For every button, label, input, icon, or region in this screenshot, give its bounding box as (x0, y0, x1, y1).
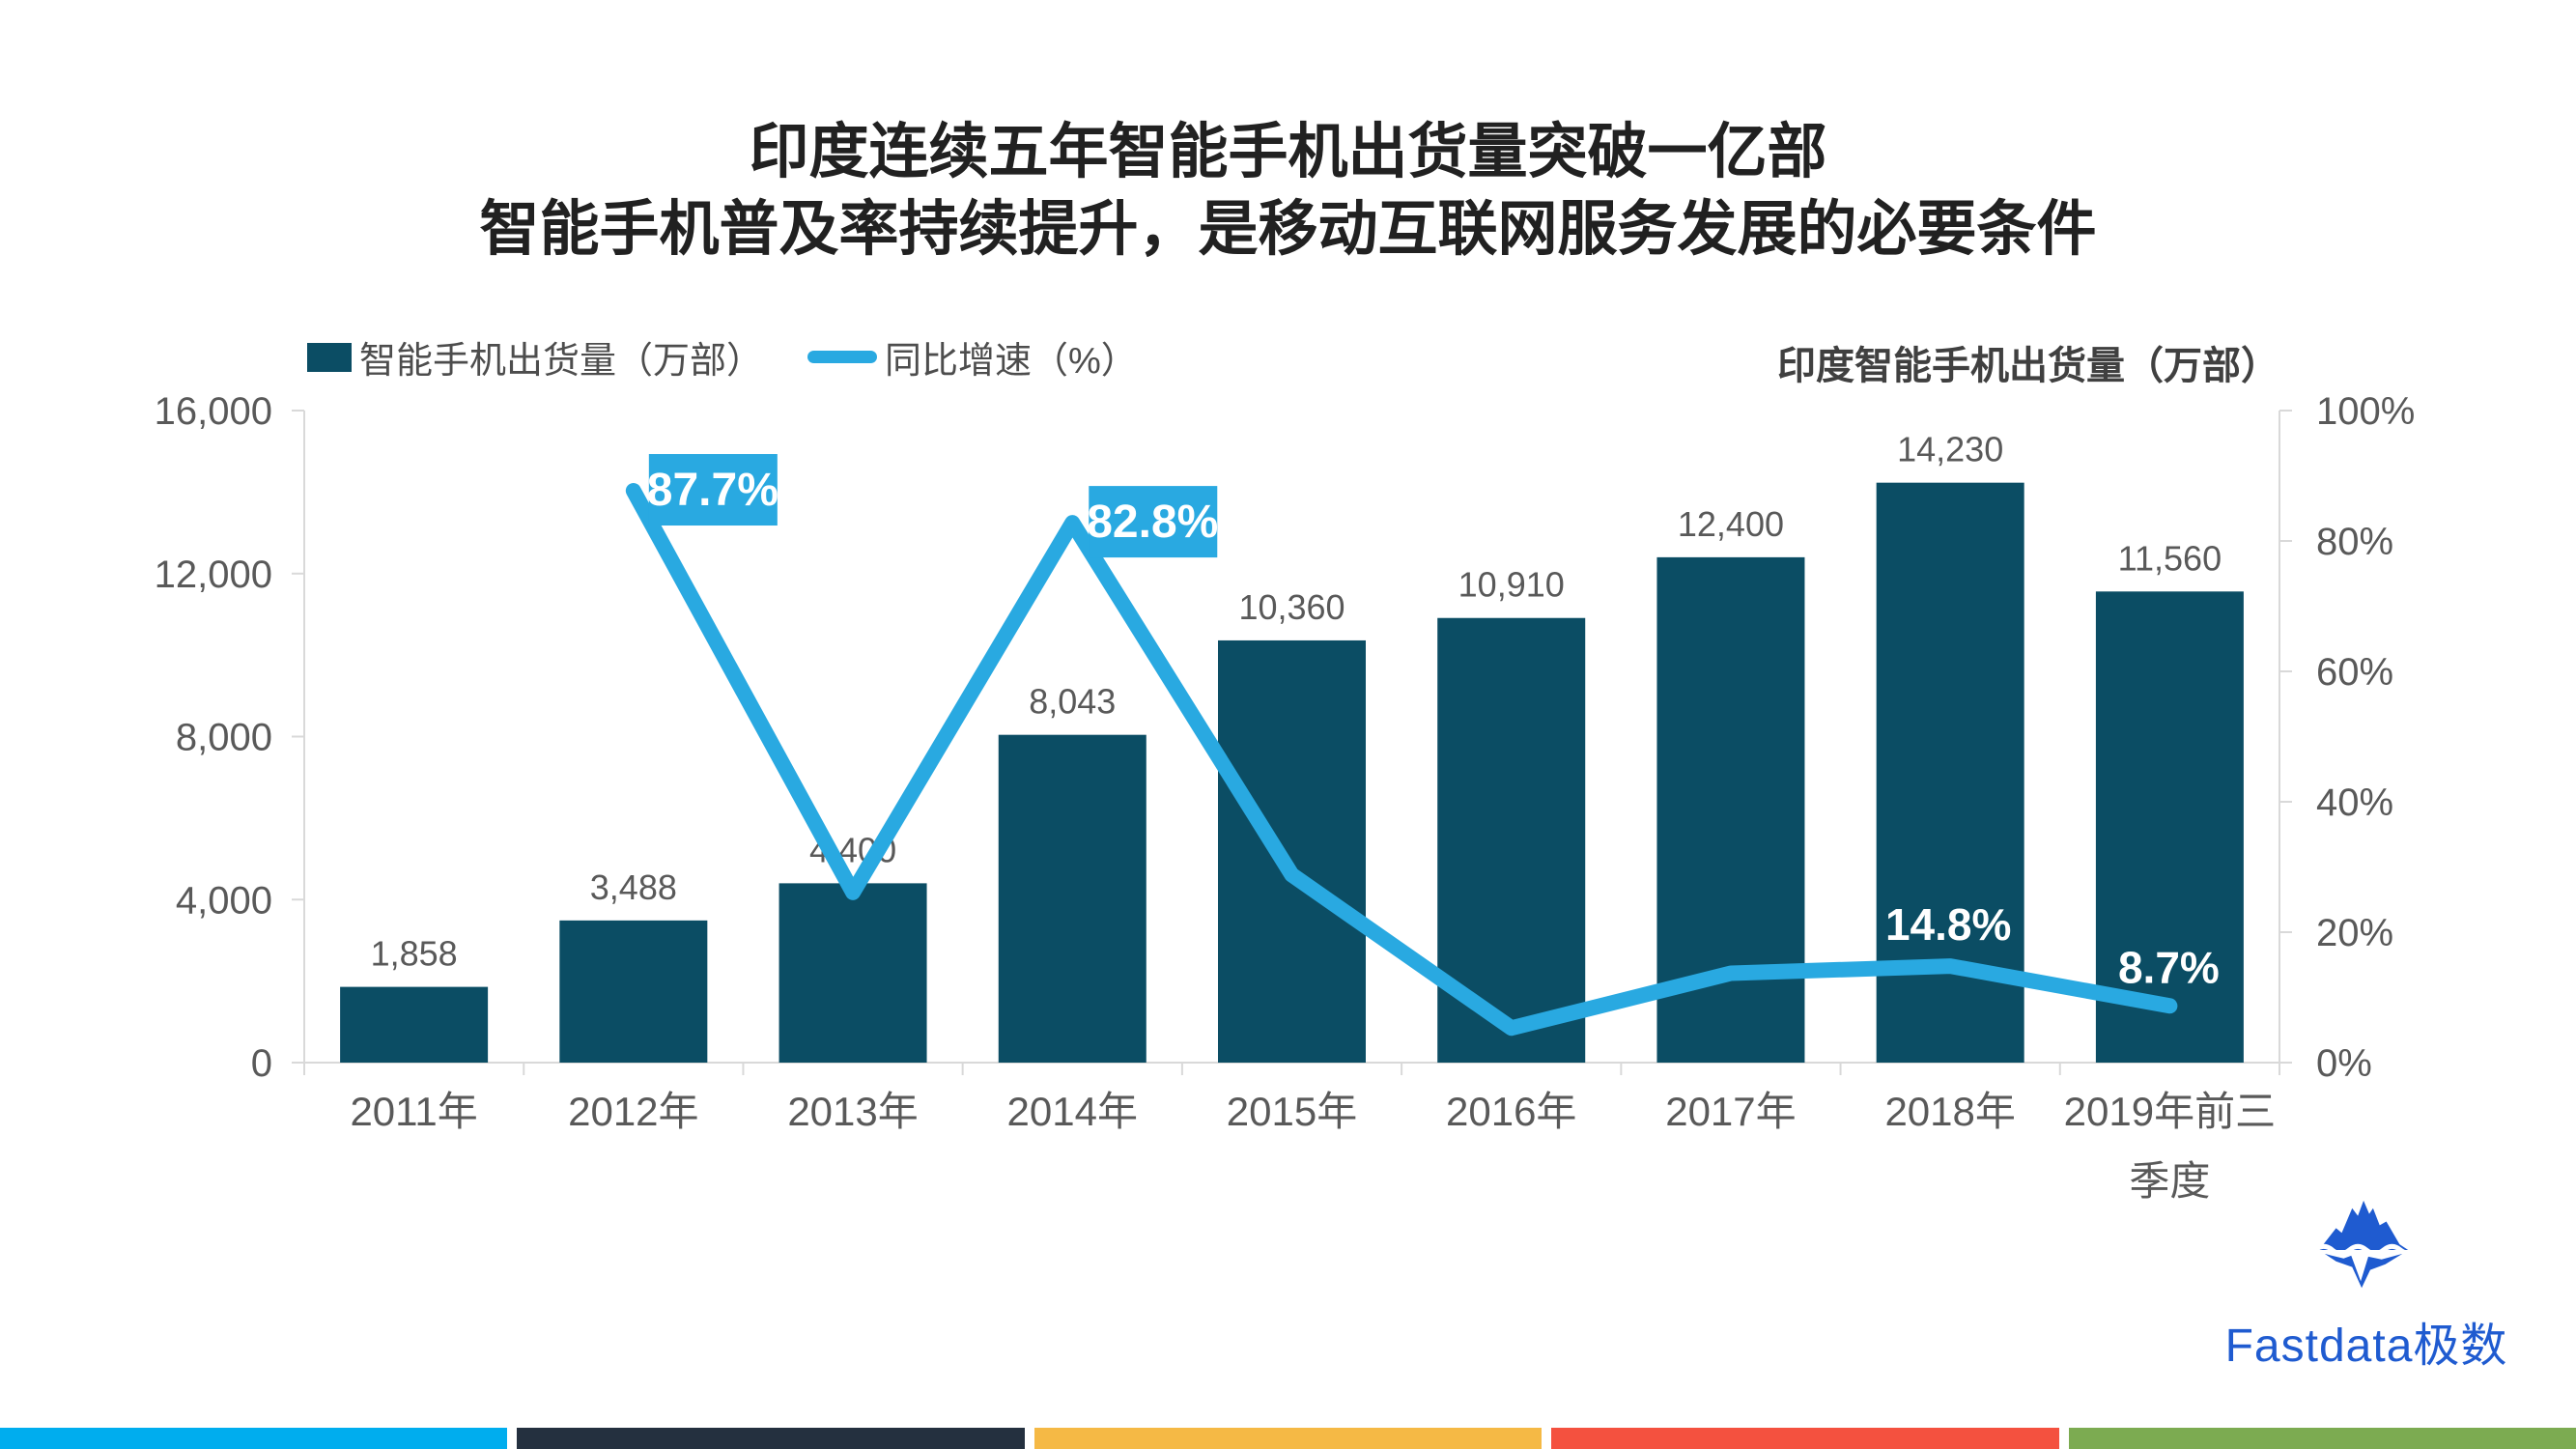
y-axis-left-label: 16,000 (155, 390, 272, 433)
bar (2095, 591, 2244, 1063)
bar-value-label: 8,043 (1029, 682, 1116, 722)
y-axis-right-label: 100% (2316, 390, 2415, 433)
x-axis-label: 2011年 (350, 1089, 477, 1134)
bar (1218, 639, 1366, 1063)
bar-value-label: 12,400 (1678, 504, 1784, 544)
footer-color-segment (517, 1428, 1025, 1449)
logo-text: Fastdata极数 (2224, 1321, 2508, 1372)
y-axis-left-label: 8,000 (176, 717, 272, 759)
x-axis-label: 2019年前三 (2064, 1089, 2276, 1134)
callout-label: 82.8% (1087, 497, 1218, 548)
x-axis-label: 2015年 (1227, 1089, 1357, 1134)
y-axis-left-label: 12,000 (155, 554, 272, 596)
footer-color-segment (2068, 1428, 2576, 1449)
bar (998, 734, 1146, 1063)
y-axis-right-label: 60% (2316, 651, 2393, 694)
legend-item-growth: 同比增速（%） (807, 330, 1138, 384)
x-axis-label: 2018年 (1884, 1089, 2015, 1134)
growth-line (625, 483, 2178, 1037)
x-axis-label: 2013年 (787, 1089, 918, 1134)
legend-label-shipments: 智能手机出货量（万部） (359, 341, 764, 382)
footer-color-segment (1551, 1428, 2059, 1449)
x-axis-label: 2012年 (568, 1089, 698, 1134)
page-title-line1: 印度连续五年智能手机出货量突破一亿部 (749, 119, 1827, 185)
x-axis-label: 2014年 (1007, 1089, 1138, 1134)
x-axis-label: 季度 (2129, 1158, 2210, 1204)
x-axis-label: 2016年 (1446, 1089, 1576, 1134)
callout-box (648, 454, 778, 526)
iceberg-icon (2313, 1200, 2416, 1289)
bar-value-label: 10,360 (1238, 587, 1345, 627)
callout-label: 87.7% (647, 465, 778, 516)
y-axis-left-label: 0 (251, 1042, 272, 1085)
y-axis-left-label: 4,000 (176, 879, 272, 922)
legend-item-shipments: 智能手机出货量（万部） (307, 330, 763, 384)
footer-color-bar (0, 1428, 2576, 1449)
bar-series-swatch-icon (307, 342, 352, 372)
bar-value-label: 14,230 (1897, 430, 2003, 469)
chart-right-title: 印度智能手机出货量（万部） (1777, 345, 2279, 387)
bar-value-label: 1,858 (371, 934, 458, 974)
bar-value-label: 3,488 (590, 867, 677, 907)
chart-legend: 智能手机出货量（万部） 同比增速（%） (307, 330, 1138, 384)
bar (340, 986, 489, 1063)
y-axis-right-label: 80% (2316, 521, 2393, 563)
bar (778, 883, 927, 1063)
fastdata-logo: Fastdata极数 (2212, 1196, 2521, 1375)
y-axis-right-label: 40% (2316, 781, 2393, 824)
callout-label: 14.8% (1885, 899, 2011, 950)
bar-value-label: 11,560 (2118, 538, 2222, 578)
x-axis-label: 2017年 (1665, 1089, 1796, 1134)
page-title-line2: 智能手机普及率持续提升，是移动互联网服务发展的必要条件 (479, 196, 2097, 263)
y-axis-right-label: 20% (2316, 912, 2393, 954)
line-series-swatch-icon (807, 351, 878, 363)
y-axis-right-label: 0% (2316, 1042, 2372, 1085)
page-title: 印度连续五年智能手机出货量突破一亿部 智能手机普及率持续提升，是移动互联网服务发… (0, 114, 2576, 269)
callout-box (1089, 486, 1218, 558)
footer-color-segment (1033, 1428, 1543, 1449)
callout-label: 8.7% (2118, 942, 2220, 992)
footer-color-segment (0, 1428, 508, 1449)
legend-label-growth: 同比增速（%） (885, 341, 1138, 382)
bar-value-label: 10,910 (1458, 565, 1565, 605)
bar (559, 920, 708, 1063)
